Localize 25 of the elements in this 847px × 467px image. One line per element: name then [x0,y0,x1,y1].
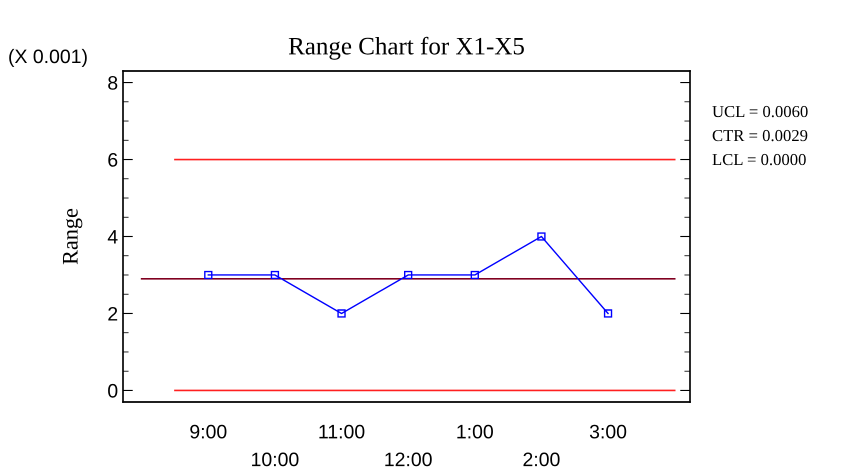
point [204,270,212,280]
x-tick-label: 2:00 [523,452,560,466]
y-tick-label: 0 [108,384,118,398]
text: UCL = 0.0060 [712,106,808,118]
chart-title: Range Chart for X1-X5 [288,36,524,60]
x-tick-label: 9:00 [190,424,226,439]
point [604,309,612,318]
y-tick-label: 6 [108,152,118,167]
y-tick-label: 2 [108,306,118,321]
point [337,309,346,318]
x-tick-label: 3:00 [590,424,626,439]
x-tick-label: 12:00 [385,452,432,466]
y-tick-label: 4 [108,230,118,244]
text: LCL = 0.0000 [712,154,806,166]
text: (X 0.001) [9,48,87,68]
point [270,270,280,280]
x-tick-label: 10:00 [252,452,298,466]
point [537,232,546,241]
x-tick-label: 1:00 [457,424,493,439]
x-tick-label: 11:00 [319,424,364,439]
y-axis-title: Range [62,208,82,264]
point [470,270,479,280]
text: CTR = 0.0029 [712,130,808,142]
point [404,270,412,280]
y-tick-label: 8 [108,76,118,90]
